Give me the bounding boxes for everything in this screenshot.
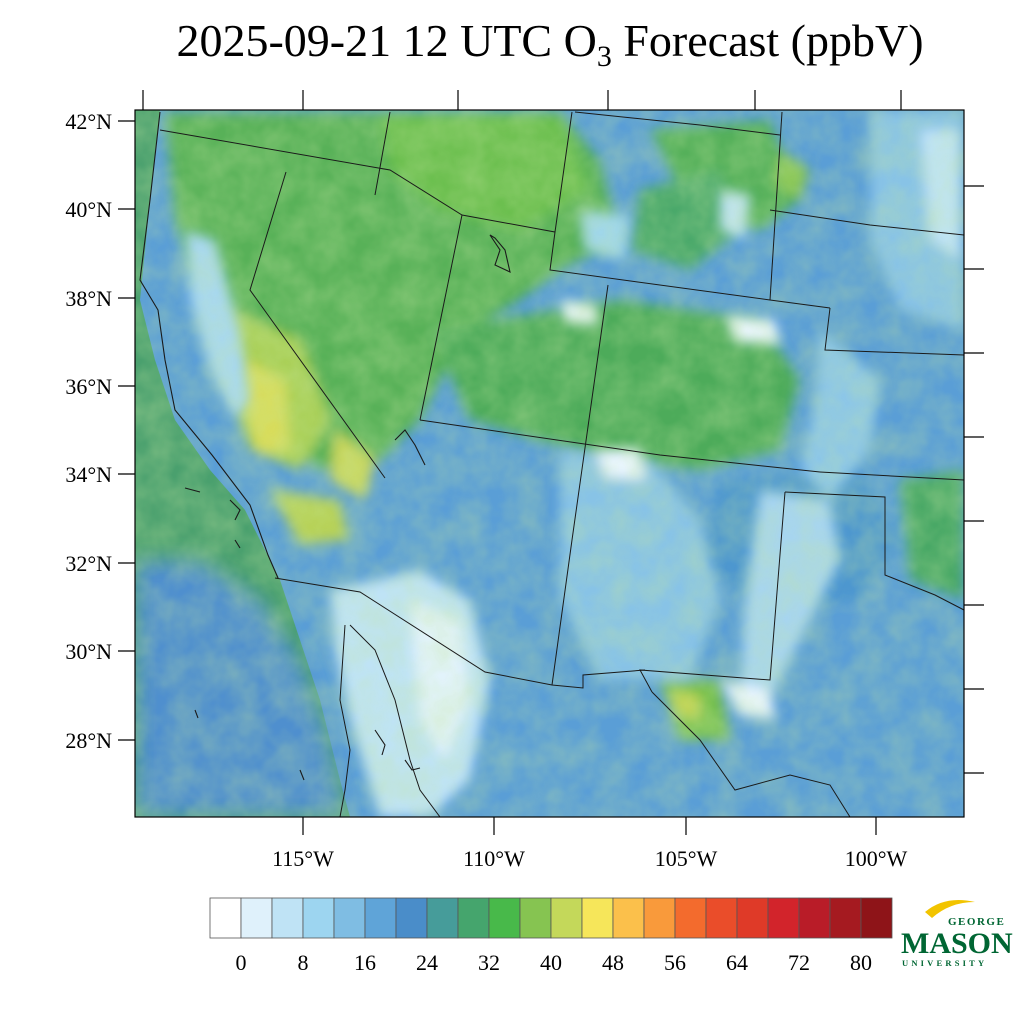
lat-labels: 42°N 40°N 38°N 36°N 34°N 32°N 30°N 28°N bbox=[65, 109, 112, 753]
gmu-logo: GEORGE MASON UNIVERSITY bbox=[901, 899, 1013, 968]
colorbar-box bbox=[302, 897, 335, 939]
colorbar-label: 72 bbox=[788, 950, 810, 975]
colorbar-label: 16 bbox=[354, 950, 376, 975]
logo-line3: UNIVERSITY bbox=[902, 958, 987, 968]
colorbar-box bbox=[798, 897, 831, 939]
colorbar-label: 56 bbox=[664, 950, 686, 975]
colorbar-box bbox=[705, 897, 738, 939]
colorbar-box bbox=[333, 897, 366, 939]
lat-label: 40°N bbox=[65, 197, 112, 222]
colorbar-box bbox=[426, 897, 459, 939]
colorbar-label: 80 bbox=[850, 950, 872, 975]
lat-label: 28°N bbox=[65, 728, 112, 753]
colorbar-label: 48 bbox=[602, 950, 624, 975]
lat-label: 36°N bbox=[65, 374, 112, 399]
logo-line2: MASON bbox=[901, 927, 1013, 960]
colorbar-box bbox=[643, 897, 676, 939]
lon-label: 105°W bbox=[655, 846, 718, 871]
colorbar-box bbox=[240, 897, 273, 939]
lat-label: 32°N bbox=[65, 551, 112, 576]
colorbar-label: 8 bbox=[298, 950, 309, 975]
colorbar-box bbox=[209, 897, 242, 939]
lon-label: 100°W bbox=[845, 846, 908, 871]
lat-ticks bbox=[118, 120, 135, 741]
colorbar-label: 0 bbox=[236, 950, 247, 975]
bottom-ticks bbox=[302, 817, 877, 835]
right-ticks bbox=[964, 185, 984, 774]
colorbar-box bbox=[736, 897, 769, 939]
lon-label: 110°W bbox=[463, 846, 525, 871]
colorbar-label: 24 bbox=[416, 950, 438, 975]
colorbar-box bbox=[581, 897, 614, 939]
colorbar-box bbox=[767, 897, 800, 939]
colorbar-labels: 0 8 16 24 32 40 48 56 64 72 80 bbox=[236, 950, 873, 975]
colorbar-box bbox=[519, 897, 552, 939]
colorbar-box bbox=[364, 897, 397, 939]
lat-label: 42°N bbox=[65, 109, 112, 134]
logo-swoosh bbox=[925, 899, 975, 918]
colorbar-label: 40 bbox=[540, 950, 562, 975]
colorbar-box bbox=[612, 897, 645, 939]
lat-label: 38°N bbox=[65, 286, 112, 311]
colorbar-box bbox=[488, 897, 521, 939]
lat-label: 34°N bbox=[65, 462, 112, 487]
map-title: 2025-09-21 12 UTC O3 Forecast (ppbV) bbox=[176, 15, 924, 74]
lon-label: 115°W bbox=[272, 846, 334, 871]
ozone-field-map bbox=[135, 110, 964, 817]
map-frame bbox=[134, 109, 965, 818]
colorbar-box bbox=[271, 897, 304, 939]
colorbar-box bbox=[674, 897, 707, 939]
colorbar-box bbox=[457, 897, 490, 939]
colorbar bbox=[209, 897, 893, 939]
logo-line1: GEORGE bbox=[948, 916, 1005, 928]
lon-labels: 115°W 110°W 105°W 100°W bbox=[272, 846, 907, 871]
lat-label: 30°N bbox=[65, 639, 112, 664]
colorbar-label: 64 bbox=[726, 950, 748, 975]
colorbar-box bbox=[860, 897, 893, 939]
colorbar-box bbox=[550, 897, 583, 939]
top-ticks bbox=[142, 90, 902, 110]
colorbar-box bbox=[829, 897, 862, 939]
colorbar-label: 32 bbox=[478, 950, 500, 975]
colorbar-box bbox=[395, 897, 428, 939]
